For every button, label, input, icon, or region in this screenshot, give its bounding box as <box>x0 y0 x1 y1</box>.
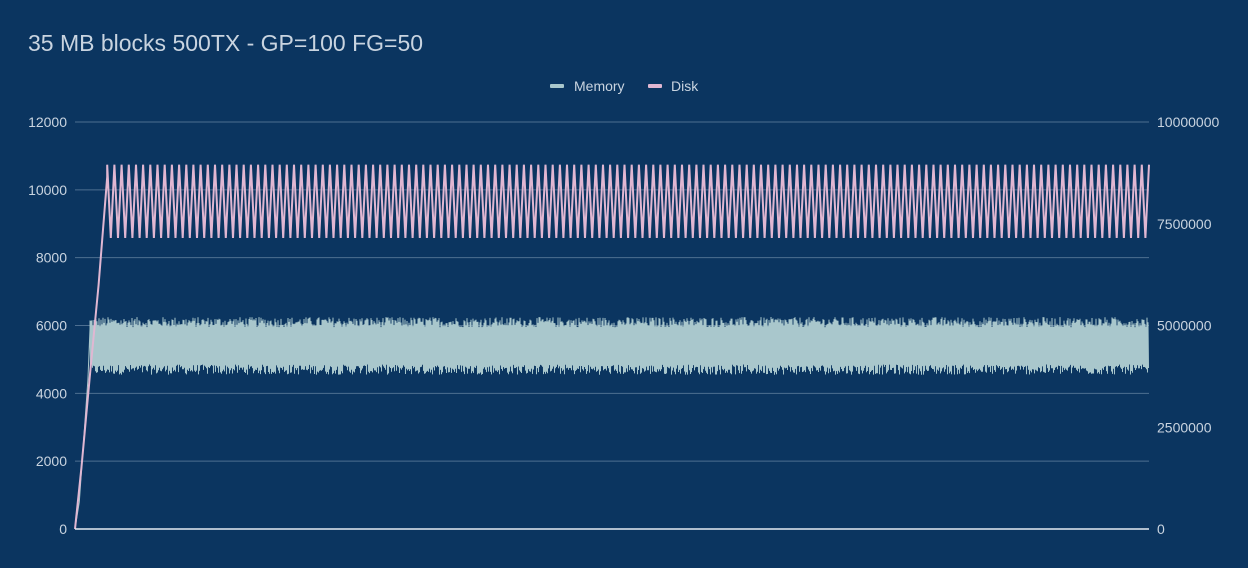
left-axis-ticks: 0 2000 4000 6000 8000 10000 12000 <box>28 114 67 537</box>
right-tick-label: 5000000 <box>1157 318 1212 334</box>
left-tick-label: 12000 <box>28 114 67 130</box>
disk-series-line <box>74 164 1150 530</box>
left-tick-label: 4000 <box>36 385 67 401</box>
right-axis-ticks: 0 2500000 5000000 7500000 10000000 <box>1157 114 1220 537</box>
left-tick-label: 8000 <box>36 250 67 266</box>
right-tick-label: 10000000 <box>1157 114 1220 130</box>
memory-series-line <box>74 316 1149 530</box>
legend-memory-swatch <box>550 84 564 88</box>
legend-disk-swatch <box>648 84 662 88</box>
right-tick-label: 7500000 <box>1157 216 1212 232</box>
left-tick-label: 2000 <box>36 453 67 469</box>
left-tick-label: 0 <box>59 521 67 537</box>
right-tick-label: 2500000 <box>1157 419 1212 435</box>
legend-disk-label: Disk <box>671 78 699 94</box>
legend: Memory Disk <box>550 78 699 94</box>
legend-memory-label: Memory <box>574 78 625 94</box>
left-tick-label: 6000 <box>36 318 67 334</box>
right-tick-label: 0 <box>1157 521 1165 537</box>
left-tick-label: 10000 <box>28 182 67 198</box>
chart-title: 35 MB blocks 500TX - GP=100 FG=50 <box>28 30 423 56</box>
